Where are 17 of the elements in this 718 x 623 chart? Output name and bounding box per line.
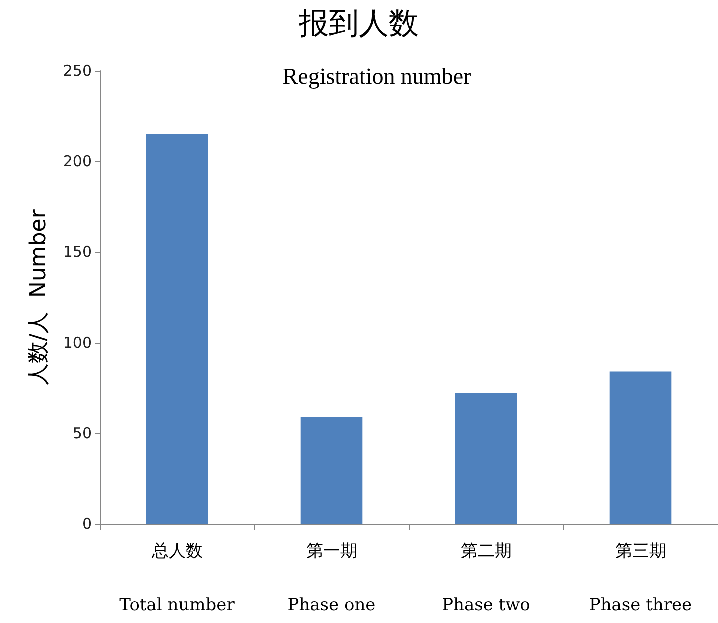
chart-subtitle: Registration number [282,64,472,89]
y-tick-label: 200 [63,152,92,171]
category-label: 第二期 Phase two [442,542,530,616]
bar [455,394,518,524]
bar [610,372,672,524]
y-tick-label: 150 [63,243,92,262]
y-tick-label: 100 [63,334,92,352]
category-label: 总人数 Total number [120,542,235,616]
y-tick-label: 0 [82,515,92,533]
bar [146,134,208,524]
y-axis-title: 人数/人 Number [26,208,52,386]
chart-title: 报到人数 [298,6,419,42]
y-tick-label: 50 [72,424,92,442]
category-label: 第三期 Phase three [589,542,692,616]
category-label: 第一期 Phase one [288,542,376,616]
bar [300,417,363,524]
y-tick-label: 250 [63,62,92,80]
